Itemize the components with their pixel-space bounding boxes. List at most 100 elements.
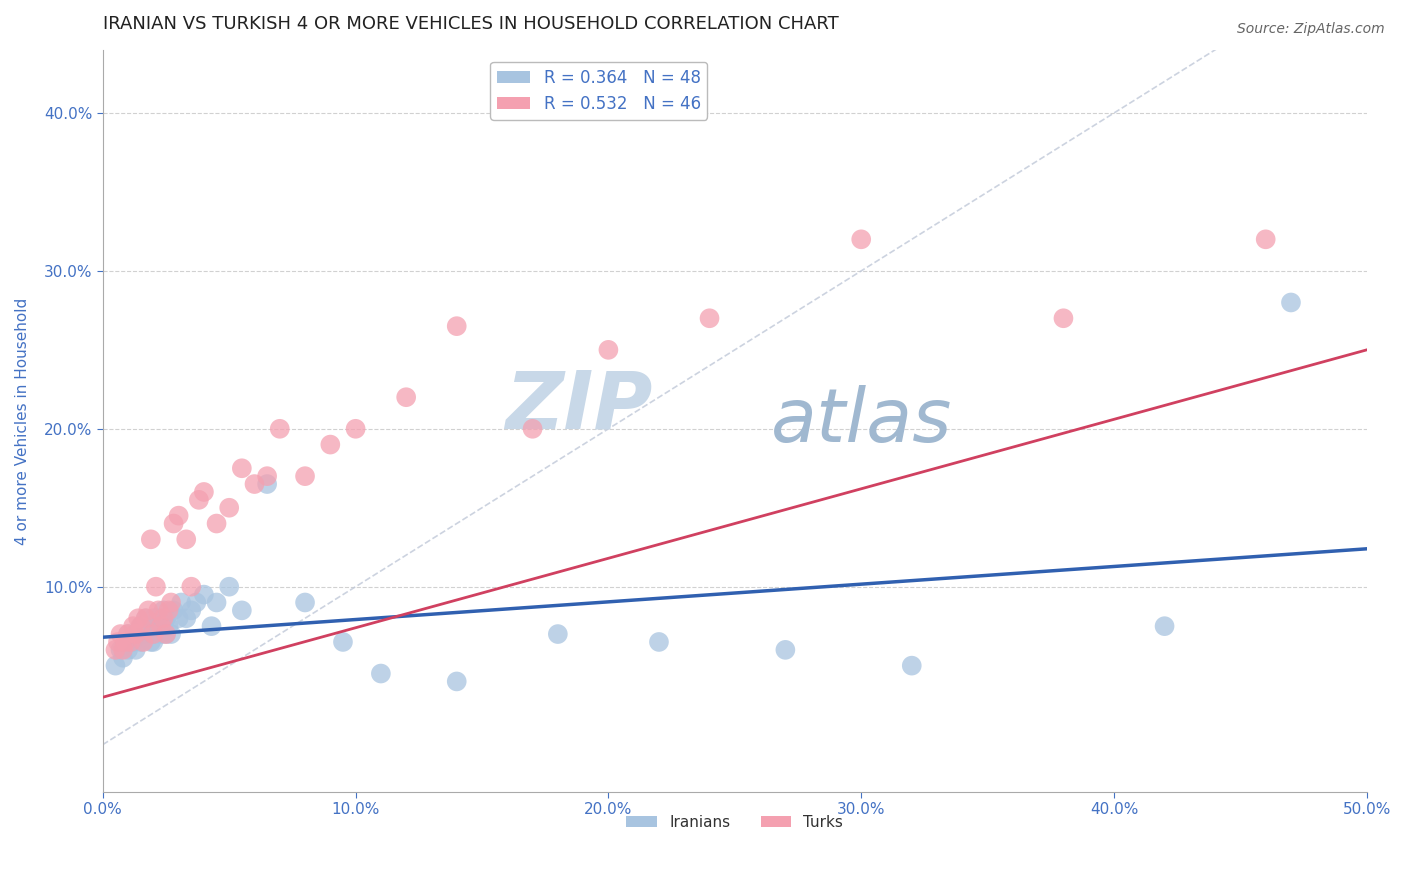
Point	[205, 516, 228, 531]
Point	[129, 619, 152, 633]
Text: ZIP: ZIP	[505, 367, 652, 445]
Point	[218, 580, 240, 594]
Point	[145, 619, 167, 633]
Point	[256, 477, 278, 491]
Point	[186, 595, 208, 609]
Point	[160, 595, 183, 609]
Point	[900, 658, 922, 673]
Point	[446, 319, 468, 334]
Point	[1254, 232, 1277, 246]
Point	[205, 595, 228, 609]
Point	[142, 627, 165, 641]
Point	[547, 627, 569, 641]
Point	[162, 603, 184, 617]
Point	[148, 611, 170, 625]
Point	[117, 643, 139, 657]
Point	[218, 500, 240, 515]
Point	[122, 635, 145, 649]
Point	[112, 643, 135, 657]
Point	[370, 666, 392, 681]
Point	[124, 643, 146, 657]
Point	[167, 611, 190, 625]
Point	[174, 533, 197, 547]
Point	[132, 627, 155, 641]
Point	[145, 580, 167, 594]
Point	[127, 627, 149, 641]
Point	[446, 674, 468, 689]
Point	[157, 619, 180, 633]
Point	[162, 516, 184, 531]
Point	[648, 635, 671, 649]
Point	[160, 627, 183, 641]
Text: atlas: atlas	[770, 384, 952, 457]
Point	[180, 603, 202, 617]
Point	[243, 477, 266, 491]
Point	[294, 469, 316, 483]
Point	[139, 533, 162, 547]
Point	[110, 643, 132, 657]
Point	[598, 343, 620, 357]
Point	[231, 461, 253, 475]
Point	[395, 390, 418, 404]
Point	[142, 635, 165, 649]
Point	[699, 311, 721, 326]
Point	[170, 595, 193, 609]
Text: IRANIAN VS TURKISH 4 OR MORE VEHICLES IN HOUSEHOLD CORRELATION CHART: IRANIAN VS TURKISH 4 OR MORE VEHICLES IN…	[103, 15, 838, 33]
Point	[152, 611, 174, 625]
Point	[193, 588, 215, 602]
Point	[122, 619, 145, 633]
Point	[180, 580, 202, 594]
Point	[167, 508, 190, 523]
Point	[319, 437, 342, 451]
Y-axis label: 4 or more Vehicles in Household: 4 or more Vehicles in Household	[15, 297, 30, 544]
Point	[124, 627, 146, 641]
Point	[851, 232, 873, 246]
Point	[104, 643, 127, 657]
Point	[136, 619, 159, 633]
Point	[1279, 295, 1302, 310]
Point	[129, 635, 152, 649]
Point	[157, 603, 180, 617]
Point	[135, 611, 157, 625]
Point	[149, 619, 172, 633]
Point	[142, 627, 165, 641]
Point	[193, 485, 215, 500]
Point	[174, 611, 197, 625]
Point	[152, 619, 174, 633]
Point	[129, 619, 152, 633]
Point	[200, 619, 222, 633]
Point	[155, 627, 177, 641]
Point	[117, 627, 139, 641]
Point	[1052, 311, 1074, 326]
Point	[256, 469, 278, 483]
Point	[1153, 619, 1175, 633]
Point	[231, 603, 253, 617]
Point	[112, 650, 135, 665]
Point	[120, 635, 142, 649]
Point	[110, 627, 132, 641]
Point	[155, 611, 177, 625]
Legend: Iranians, Turks: Iranians, Turks	[620, 809, 849, 837]
Point	[135, 611, 157, 625]
Point	[332, 635, 354, 649]
Point	[132, 635, 155, 649]
Point	[148, 603, 170, 617]
Point	[127, 611, 149, 625]
Point	[139, 635, 162, 649]
Point	[149, 627, 172, 641]
Point	[269, 422, 291, 436]
Point	[152, 603, 174, 617]
Point	[117, 627, 139, 641]
Point	[775, 643, 797, 657]
Point	[155, 627, 177, 641]
Point	[142, 611, 165, 625]
Point	[187, 492, 209, 507]
Text: Source: ZipAtlas.com: Source: ZipAtlas.com	[1237, 22, 1385, 37]
Point	[104, 658, 127, 673]
Point	[344, 422, 367, 436]
Point	[522, 422, 544, 436]
Point	[136, 603, 159, 617]
Point	[114, 635, 136, 649]
Point	[294, 595, 316, 609]
Point	[107, 635, 129, 649]
